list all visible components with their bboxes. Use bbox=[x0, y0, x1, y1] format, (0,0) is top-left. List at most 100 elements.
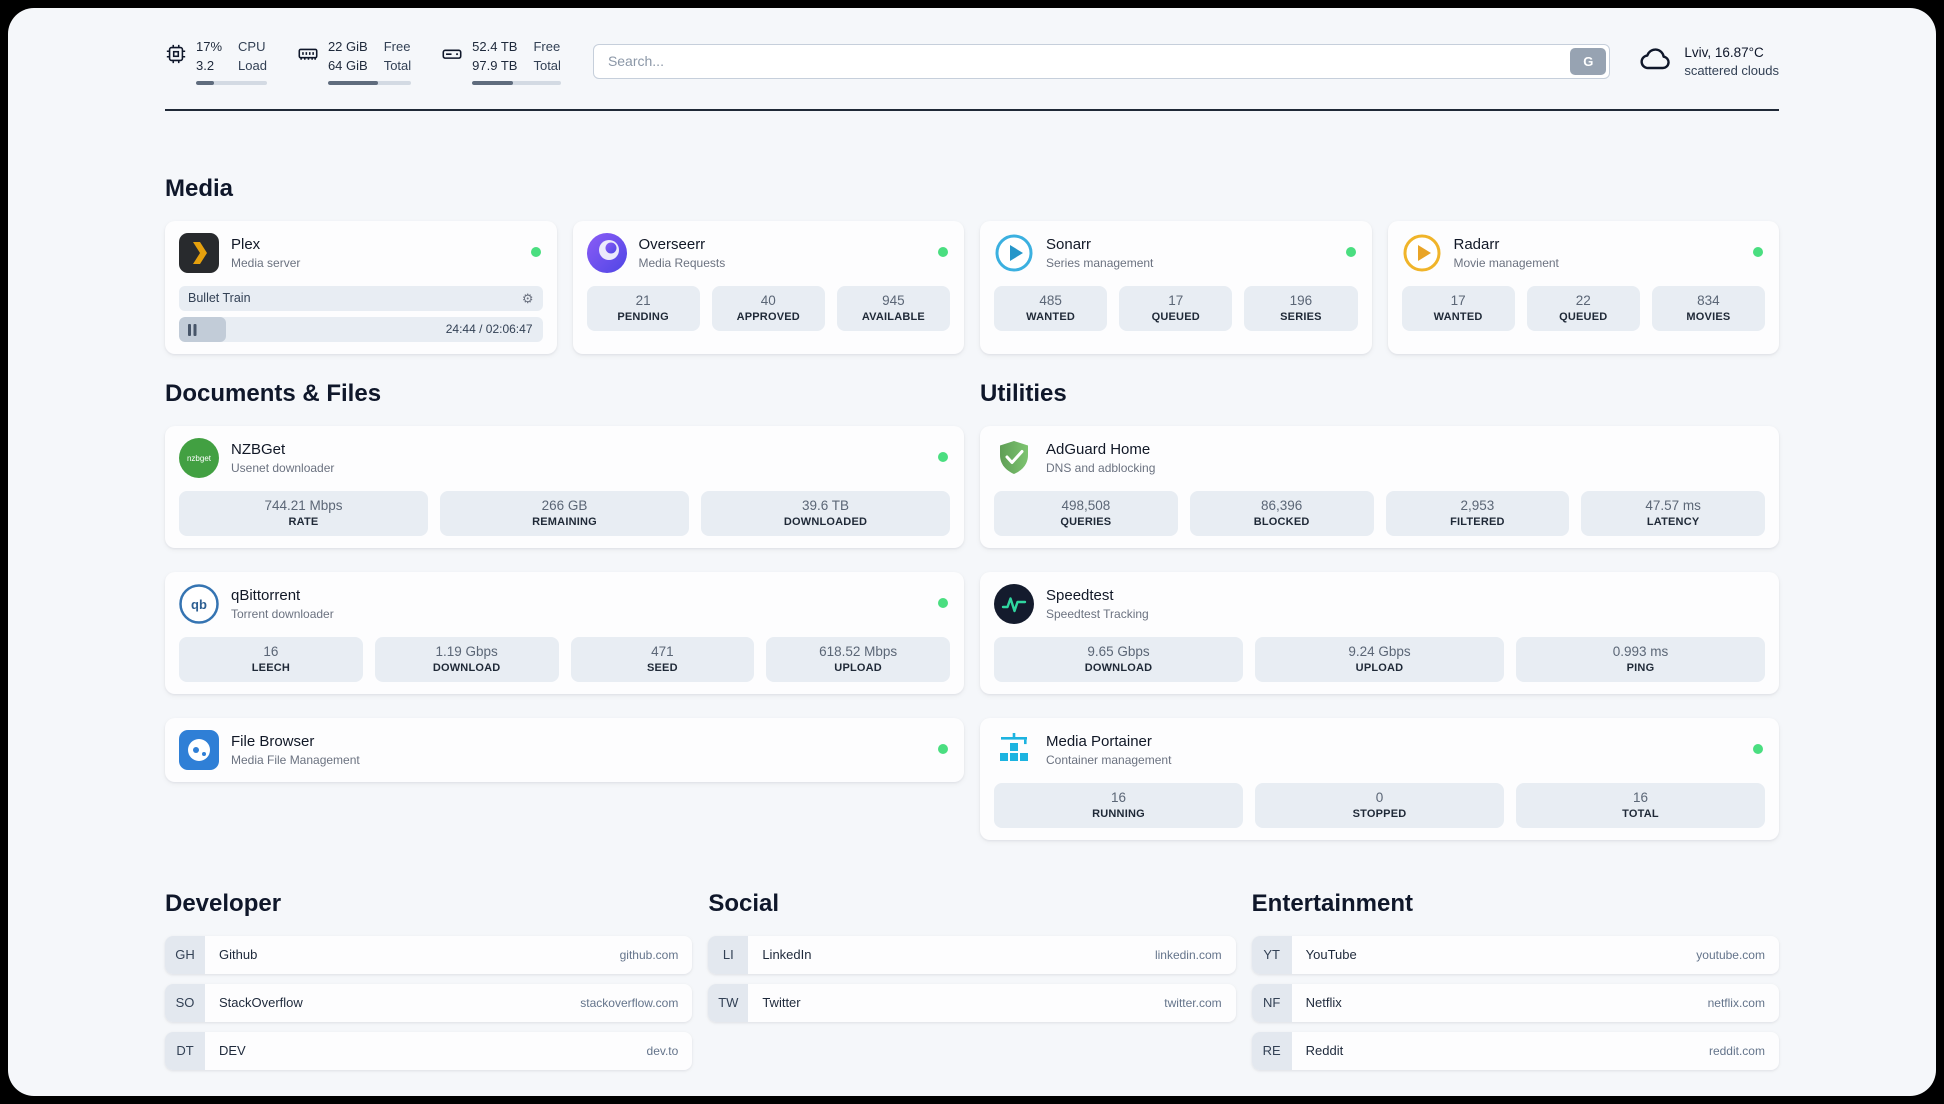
memory-total-label: Total bbox=[383, 57, 412, 73]
memory-widget: 22 GiB 64 GiB Free Total bbox=[297, 38, 412, 85]
stat-box: 266 GB REMAINING bbox=[440, 490, 689, 536]
bookmark-linkedin[interactable]: LI LinkedIn linkedin.com bbox=[708, 935, 1236, 974]
bookmark-name: Github bbox=[219, 947, 258, 963]
service-card-speedtest[interactable]: Speedtest Speedtest Tracking 9.65 Gbps D… bbox=[980, 571, 1779, 694]
bookmark-domain: github.com bbox=[619, 947, 679, 962]
stat-label: RUNNING bbox=[1092, 807, 1145, 820]
stat-value: 471 bbox=[651, 643, 674, 659]
service-card-radarr[interactable]: Radarr Movie management 17 WANTED 22 QUE… bbox=[1387, 220, 1779, 354]
status-online-dot bbox=[938, 597, 948, 608]
search-engine-button[interactable]: G bbox=[1570, 47, 1607, 75]
bookmark-domain: twitter.com bbox=[1164, 995, 1222, 1010]
svg-text:qb: qb bbox=[191, 597, 207, 612]
sonarr-icon bbox=[994, 233, 1034, 273]
stat-label: SEED bbox=[646, 661, 678, 674]
cpu-widget: 17% 3.2 CPU Load bbox=[165, 38, 267, 85]
stat-label: PENDING bbox=[617, 310, 669, 323]
bookmark-name: Twitter bbox=[762, 995, 801, 1011]
bookmark-domain: reddit.com bbox=[1708, 1043, 1765, 1058]
service-title: Overseerr bbox=[638, 235, 706, 253]
stat-label: QUEUED bbox=[1559, 310, 1608, 323]
memory-free-label: Free bbox=[383, 39, 411, 54]
plex-icon bbox=[179, 232, 219, 273]
memory-usage-bar bbox=[327, 80, 412, 85]
stat-value: 0.993 ms bbox=[1612, 643, 1669, 659]
bookmark-youtube[interactable]: YT YouTube youtube.com bbox=[1251, 935, 1779, 974]
stat-label: PING bbox=[1626, 661, 1655, 674]
stat-box: 16 RUNNING bbox=[994, 782, 1243, 828]
stat-label: REMAINING bbox=[532, 515, 597, 528]
memory-free-value: 22 GiB bbox=[327, 39, 368, 54]
section-heading-developer: Developer bbox=[165, 889, 282, 917]
service-card-plex[interactable]: Plex Media server Bullet Train ⚙ 24:44 bbox=[165, 220, 557, 354]
service-title: qBittorrent bbox=[231, 586, 301, 604]
bookmark-abbr: SO bbox=[165, 983, 205, 1022]
speedtest-icon bbox=[994, 583, 1034, 624]
stat-label: STOPPED bbox=[1352, 807, 1407, 820]
playback-progress-fill bbox=[179, 316, 227, 342]
service-title: File Browser bbox=[231, 732, 315, 750]
bookmark-twitter[interactable]: TW Twitter twitter.com bbox=[708, 983, 1236, 1022]
stat-label: FILTERED bbox=[1450, 515, 1505, 528]
stat-box: 17 QUEUED bbox=[1119, 285, 1233, 331]
stat-value: 498,508 bbox=[1061, 497, 1111, 513]
disk-usage-bar bbox=[472, 80, 561, 85]
qbittorrent-icon: qb bbox=[179, 583, 219, 624]
bookmark-abbr: LI bbox=[708, 935, 749, 974]
stat-label: LEECH bbox=[251, 661, 291, 674]
status-online-dot bbox=[938, 451, 948, 462]
stat-value: 196 bbox=[1289, 292, 1313, 308]
bookmark-domain: stackoverflow.com bbox=[580, 995, 679, 1010]
service-subtitle: Media File Management bbox=[231, 752, 360, 767]
disk-free-label: Free bbox=[533, 39, 561, 54]
service-card-adguard[interactable]: AdGuard Home DNS and adblocking 498,508 … bbox=[980, 425, 1779, 548]
bookmark-dev[interactable]: DT DEV dev.to bbox=[165, 1031, 693, 1070]
section-heading-documents: Documents & Files bbox=[165, 379, 382, 407]
stat-box: 945 AVAILABLE bbox=[836, 285, 951, 331]
stat-label: SERIES bbox=[1280, 310, 1322, 323]
stat-label: APPROVED bbox=[736, 310, 800, 323]
bookmark-reddit[interactable]: RE Reddit reddit.com bbox=[1251, 1031, 1779, 1070]
stat-box: 1.19 Gbps DOWNLOAD bbox=[374, 636, 559, 682]
cpu-usage-value: 17% bbox=[196, 39, 223, 54]
service-card-filebrowser[interactable]: File Browser Media File Management bbox=[165, 717, 964, 782]
stat-value: 1.19 Gbps bbox=[435, 643, 498, 659]
search-input[interactable] bbox=[592, 43, 1611, 79]
radarr-icon bbox=[1402, 233, 1442, 273]
settings-gear-icon[interactable]: ⚙ bbox=[521, 290, 534, 306]
bookmark-name: Netflix bbox=[1305, 995, 1342, 1011]
bookmark-stackoverflow[interactable]: SO StackOverflow stackoverflow.com bbox=[165, 983, 693, 1022]
bookmark-name: LinkedIn bbox=[762, 947, 812, 963]
pause-icon[interactable] bbox=[188, 323, 197, 341]
playback-progress-bar[interactable]: 24:44 / 02:06:47 bbox=[179, 316, 543, 342]
now-playing-row: Bullet Train ⚙ bbox=[179, 285, 543, 311]
stat-box: 40 APPROVED bbox=[711, 285, 825, 331]
bookmark-abbr: YT bbox=[1251, 935, 1292, 974]
stat-box: 618.52 Mbps UPLOAD bbox=[766, 636, 950, 682]
service-card-portainer[interactable]: Media Portainer Container management 16 … bbox=[980, 717, 1779, 840]
stat-box: 16 TOTAL bbox=[1516, 782, 1765, 828]
cpu-icon bbox=[165, 43, 187, 65]
service-card-sonarr[interactable]: Sonarr Series management 485 WANTED 17 Q… bbox=[980, 220, 1372, 354]
stat-label: WANTED bbox=[1433, 310, 1483, 323]
bookmark-netflix[interactable]: NF Netflix netflix.com bbox=[1251, 983, 1779, 1022]
service-card-overseerr[interactable]: Overseerr Media Requests 21 PENDING 40 A… bbox=[572, 220, 964, 354]
dashboard-page: 17% 3.2 CPU Load bbox=[8, 8, 1936, 1096]
svg-text:nzbget: nzbget bbox=[187, 454, 212, 463]
status-online-dot bbox=[1753, 246, 1763, 257]
service-card-qbittorrent[interactable]: qb qBittorrent Torrent downloader 16 LEE… bbox=[165, 571, 964, 694]
bookmark-github[interactable]: GH Github github.com bbox=[165, 935, 693, 974]
stat-value: 22 bbox=[1575, 292, 1591, 308]
stat-value: 40 bbox=[760, 292, 776, 308]
stat-label: RATE bbox=[288, 515, 319, 528]
section-utilities: Utilities AdGuard Home DNS and adblockin… bbox=[980, 380, 1779, 840]
stat-value: 945 bbox=[882, 292, 905, 308]
stat-value: 2,953 bbox=[1460, 497, 1495, 513]
bookmark-domain: netflix.com bbox=[1707, 995, 1765, 1010]
stat-value: 16 bbox=[1632, 789, 1649, 805]
status-online-dot bbox=[938, 743, 948, 754]
overseerr-icon bbox=[586, 232, 627, 273]
service-card-nzbget[interactable]: nzbget NZBGet Usenet downloader 744.21 M… bbox=[165, 425, 964, 548]
service-subtitle: DNS and adblocking bbox=[1046, 460, 1156, 475]
weather-location-temp: Lviv, 16.87°C bbox=[1684, 44, 1764, 60]
